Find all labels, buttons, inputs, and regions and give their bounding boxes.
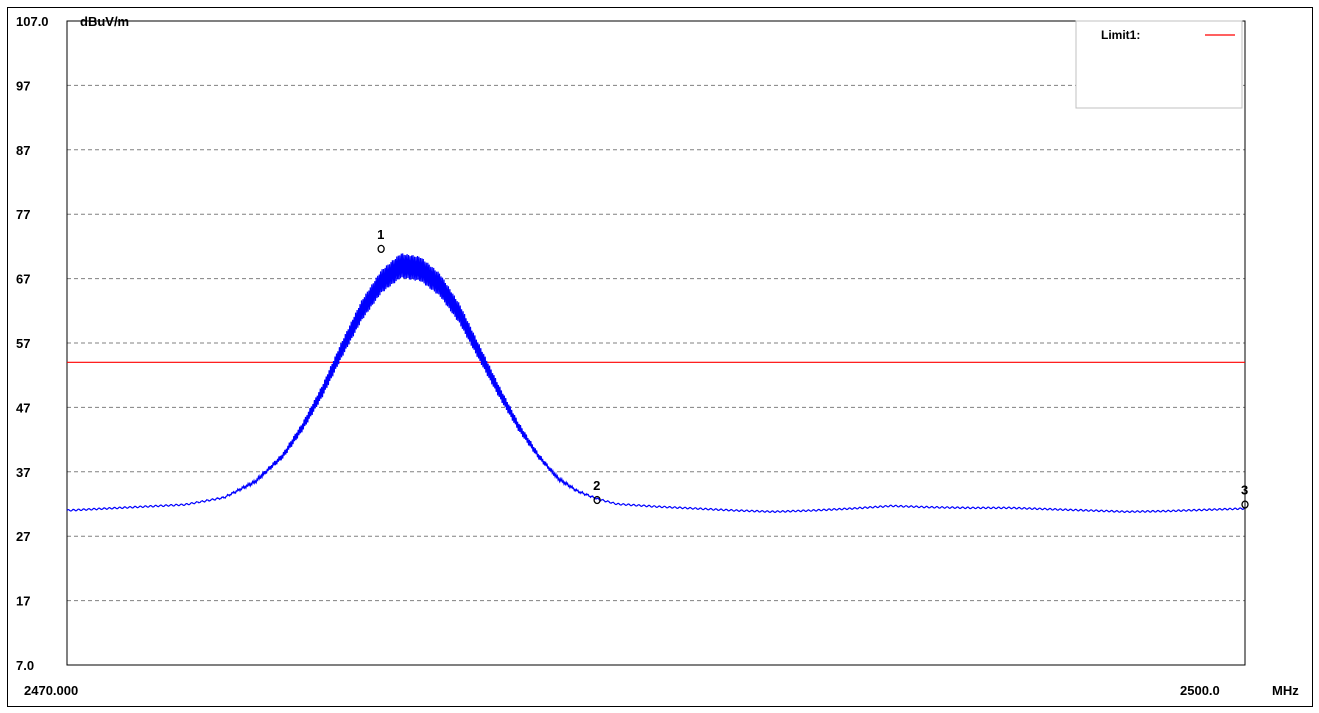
x-axis-unit: MHz (1272, 683, 1299, 698)
plot-area (66, 20, 1246, 666)
legend: Limit1: (1075, 20, 1243, 109)
marker-number: 3 (1241, 483, 1248, 498)
y-tick-label: 57 (16, 336, 30, 351)
series-trace (66, 253, 1246, 514)
marker-dot (1241, 500, 1249, 509)
y-tick-label: 47 (16, 400, 30, 415)
marker-number: 2 (593, 478, 600, 493)
chart-svg: 107.0 97 87 77 67 57 47 37 27 17 7.0 dBuV/m 2470.0… (16, 14, 1299, 698)
y-axis-unit: dBuV/m (80, 14, 129, 29)
marker-3: 3 (1241, 483, 1249, 509)
y-tick-labels: 107.0 97 87 77 67 57 47 37 27 17 7.0 (16, 14, 49, 673)
y-tick-label: 97 (16, 78, 30, 93)
chart-frame: 107.0 97 87 77 67 57 47 37 27 17 7.0 dBuV/m 2470.0… (7, 7, 1313, 707)
marker-dot (593, 495, 601, 505)
y-tick-label: 77 (16, 207, 30, 222)
y-tick-label: 7.0 (16, 658, 34, 673)
legend-label: Limit1: (1101, 28, 1140, 42)
y-tick-label: 17 (16, 594, 30, 609)
y-tick-label: 37 (16, 465, 30, 480)
y-tick-label: 87 (16, 143, 30, 158)
marker-1: 1 (377, 227, 385, 253)
grid-lines (67, 84, 1245, 602)
marker-dot (377, 244, 385, 253)
x-start-label: 2470.000 (24, 683, 78, 698)
y-tick-label: 27 (16, 529, 30, 544)
markers: 1 2 3 (377, 227, 1249, 509)
x-end-label: 2500.0 (1180, 683, 1220, 698)
y-tick-label: 107.0 (16, 14, 49, 29)
marker-2: 2 (593, 478, 601, 505)
marker-number: 1 (377, 227, 384, 242)
y-tick-label: 67 (16, 272, 30, 287)
